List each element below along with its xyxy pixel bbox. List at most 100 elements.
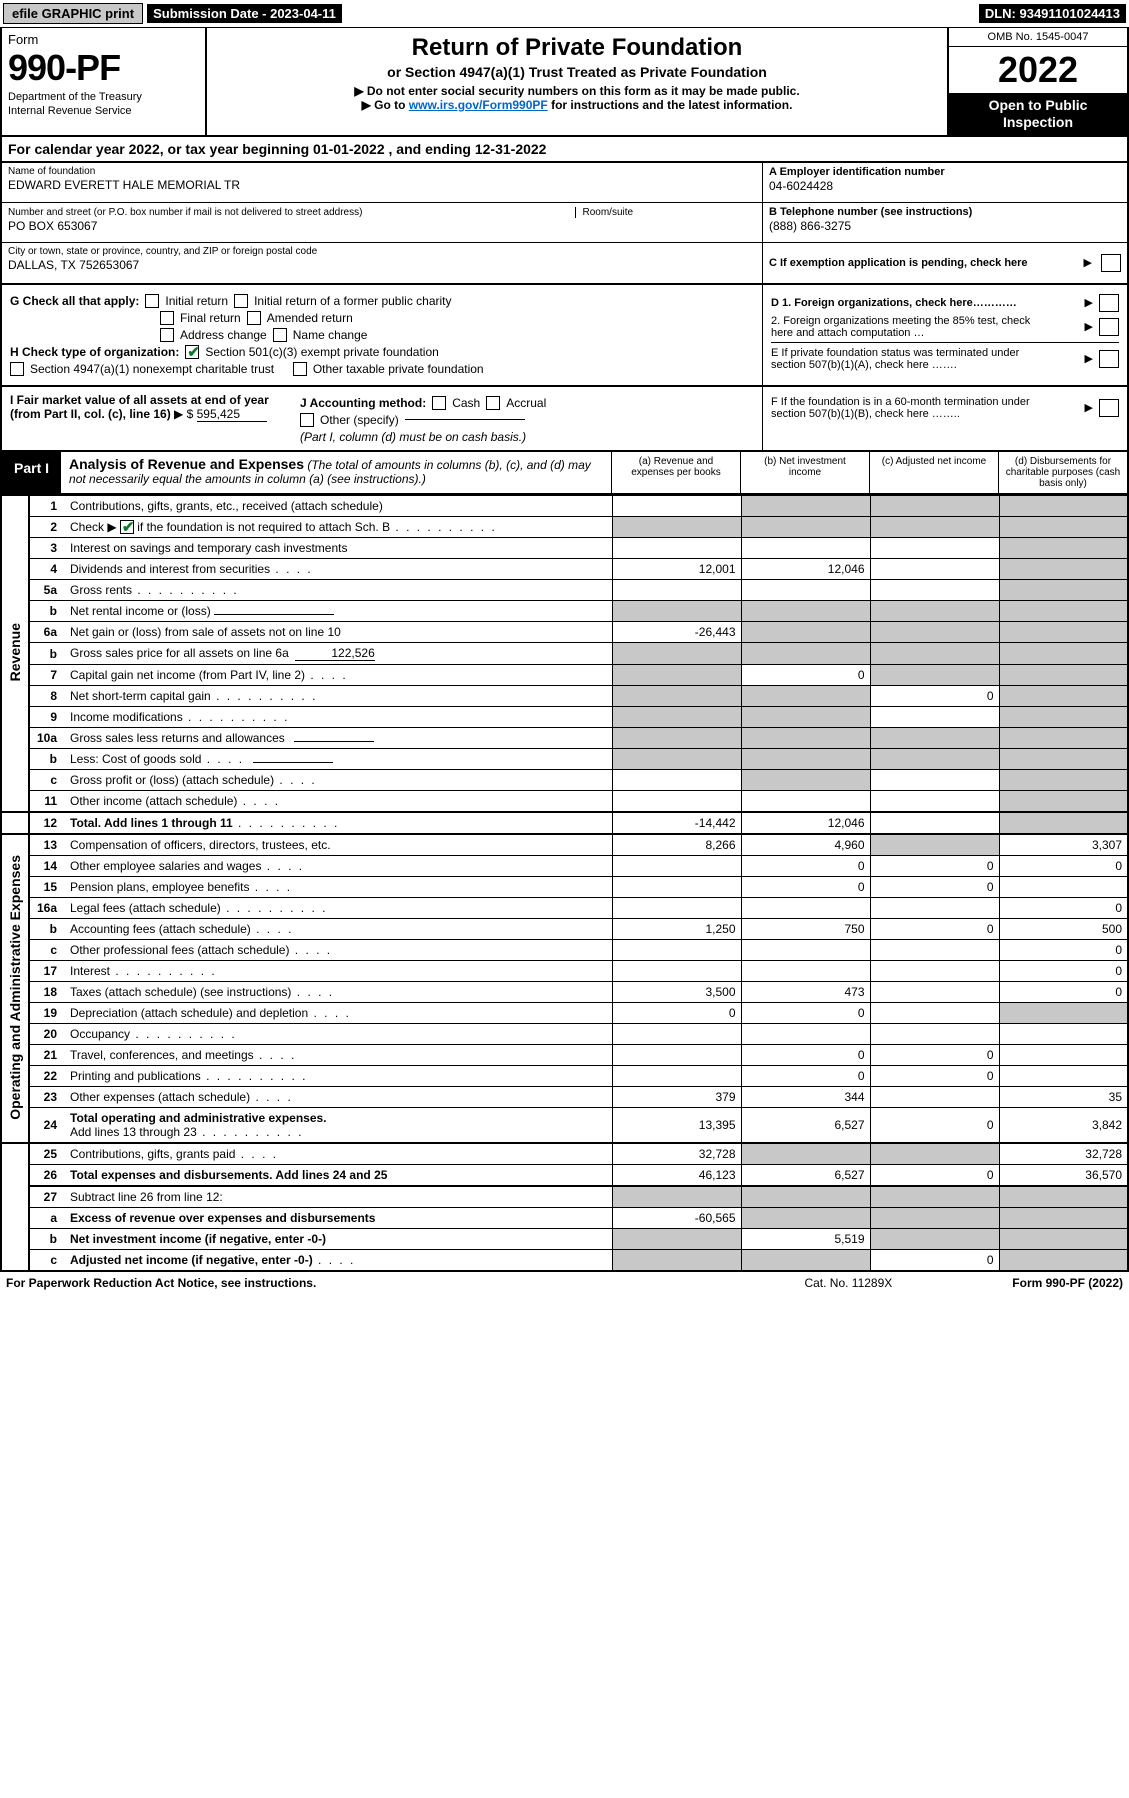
tax-year: 2022	[949, 47, 1127, 93]
ein-label: A Employer identification number	[769, 166, 945, 178]
col-a-header: (a) Revenue and expenses per books	[611, 452, 740, 493]
chk-amended-return[interactable]	[247, 311, 261, 325]
amt-26a: 46,123	[612, 1165, 741, 1187]
row-9: 9 Income modifications	[1, 707, 1128, 728]
paperwork-notice: For Paperwork Reduction Act Notice, see …	[6, 1276, 316, 1290]
amt-18b: 473	[741, 982, 870, 1003]
row-7: 7 Capital gain net income (from Part IV,…	[1, 665, 1128, 686]
chk-f[interactable]	[1099, 399, 1119, 417]
row-27a: a Excess of revenue over expenses and di…	[1, 1208, 1128, 1229]
desc-3: Interest on savings and temporary cash i…	[65, 538, 612, 559]
chk-schb-not-required[interactable]	[120, 520, 134, 534]
city-label: City or town, state or province, country…	[8, 246, 756, 257]
row-2: 2 Check ▶ if the foundation is not requi…	[1, 516, 1128, 538]
ln-5b: b	[29, 601, 65, 622]
col-c-header: (c) Adjusted net income	[869, 452, 998, 493]
opt-accrual: Accrual	[506, 396, 546, 410]
exemption-pending-checkbox[interactable]	[1101, 254, 1121, 272]
desc-2: Check ▶ if the foundation is not require…	[65, 516, 612, 538]
other-method-field[interactable]	[405, 419, 525, 420]
chk-accrual[interactable]	[486, 396, 500, 410]
amt-24c: 0	[870, 1108, 999, 1144]
amt-25a: 32,728	[612, 1143, 741, 1165]
amt-12a: -14,442	[612, 812, 741, 834]
desc-4: Dividends and interest from securities	[65, 559, 612, 580]
chk-d1[interactable]	[1099, 294, 1119, 312]
part1-title: Analysis of Revenue and Expenses	[69, 456, 304, 472]
amt-16bc: 0	[870, 919, 999, 940]
chk-name-change[interactable]	[273, 328, 287, 342]
foundation-name-value: EDWARD EVERETT HALE MEMORIAL TR	[8, 178, 756, 192]
row-27: 27 Subtract line 26 from line 12:	[1, 1186, 1128, 1208]
amt-18d: 0	[999, 982, 1128, 1003]
form-word: Form	[8, 32, 199, 47]
efile-print-button[interactable]: efile GRAPHIC print	[3, 3, 143, 24]
goto-line: ▶ Go to www.irs.gov/Form990PF for instru…	[217, 98, 937, 112]
chk-cash[interactable]	[432, 396, 446, 410]
chk-initial-return[interactable]	[145, 294, 159, 308]
ln-14: 14	[29, 856, 65, 877]
desc-7: Capital gain net income (from Part IV, l…	[65, 665, 612, 686]
row-16c: c Other professional fees (attach schedu…	[1, 940, 1128, 961]
desc-8: Net short-term capital gain	[65, 686, 612, 707]
check-section-gh: G Check all that apply: Initial return I…	[0, 285, 1129, 387]
row-13: Operating and Administrative Expenses 13…	[1, 834, 1128, 856]
part1-header: Part I Analysis of Revenue and Expenses …	[0, 452, 1129, 495]
row-24: 24 Total operating and administrative ex…	[1, 1108, 1128, 1144]
amt-24d: 3,842	[999, 1108, 1128, 1144]
amt-16bb: 750	[741, 919, 870, 940]
amt-23d: 35	[999, 1087, 1128, 1108]
amt-16ba: 1,250	[612, 919, 741, 940]
address-row: Number and street (or P.O. box number if…	[2, 203, 762, 243]
chk-501c3[interactable]	[185, 345, 199, 359]
ln-10c: c	[29, 770, 65, 791]
chk-other-method[interactable]	[300, 413, 314, 427]
desc-19: Depreciation (attach schedule) and deple…	[65, 1003, 612, 1024]
ln-27: 27	[29, 1186, 65, 1208]
chk-final-return[interactable]	[160, 311, 174, 325]
chk-address-change[interactable]	[160, 328, 174, 342]
amt-23a: 379	[612, 1087, 741, 1108]
amt-24a: 13,395	[612, 1108, 741, 1144]
amt-18a: 3,500	[612, 982, 741, 1003]
ln-23: 23	[29, 1087, 65, 1108]
opt-name-change: Name change	[293, 328, 368, 342]
ij-block: I Fair market value of all assets at end…	[0, 387, 1129, 452]
amt-16ad: 0	[999, 898, 1128, 919]
desc-16b: Accounting fees (attach schedule)	[65, 919, 612, 940]
foundation-name-label: Name of foundation	[8, 166, 756, 177]
chk-other-taxable[interactable]	[293, 362, 307, 376]
ln-7: 7	[29, 665, 65, 686]
amt-14b: 0	[741, 856, 870, 877]
chk-4947[interactable]	[10, 362, 24, 376]
phone-value: (888) 866-3275	[769, 219, 1121, 233]
desc-6b: Gross sales price for all assets on line…	[65, 643, 612, 665]
d1-label: D 1. Foreign organizations, check here………	[771, 297, 1017, 309]
part1-tag: Part I	[2, 452, 61, 493]
part1-title-block: Analysis of Revenue and Expenses (The to…	[61, 452, 611, 493]
amt-16cd: 0	[999, 940, 1128, 961]
row-21: 21 Travel, conferences, and meetings 00	[1, 1045, 1128, 1066]
desc-24: Total operating and administrative expen…	[65, 1108, 612, 1144]
chk-initial-former[interactable]	[234, 294, 248, 308]
form-year-block: OMB No. 1545-0047 2022 Open to Public In…	[947, 28, 1127, 135]
ln-16c: c	[29, 940, 65, 961]
opt-initial-former: Initial return of a former public charit…	[254, 294, 451, 308]
submission-date-label: Submission Date - 2023-04-11	[147, 4, 342, 23]
desc-10c: Gross profit or (loss) (attach schedule)	[65, 770, 612, 791]
irs-link[interactable]: www.irs.gov/Form990PF	[409, 98, 548, 112]
ln-10a: 10a	[29, 728, 65, 749]
form-footer-label: Form 990-PF (2022)	[1012, 1276, 1123, 1290]
desc-17: Interest	[65, 961, 612, 982]
amt-16bd: 500	[999, 919, 1128, 940]
ln-27a: a	[29, 1208, 65, 1229]
topbar: efile GRAPHIC print Submission Date - 20…	[0, 0, 1129, 27]
amt-26d: 36,570	[999, 1165, 1128, 1187]
ln-6a: 6a	[29, 622, 65, 643]
chk-e[interactable]	[1099, 350, 1119, 368]
desc-5a: Gross rents	[65, 580, 612, 601]
ln-2: 2	[29, 516, 65, 538]
row-12: 12 Total. Add lines 1 through 11 -14,442…	[1, 812, 1128, 834]
ln-18: 18	[29, 982, 65, 1003]
chk-d2[interactable]	[1099, 318, 1119, 336]
